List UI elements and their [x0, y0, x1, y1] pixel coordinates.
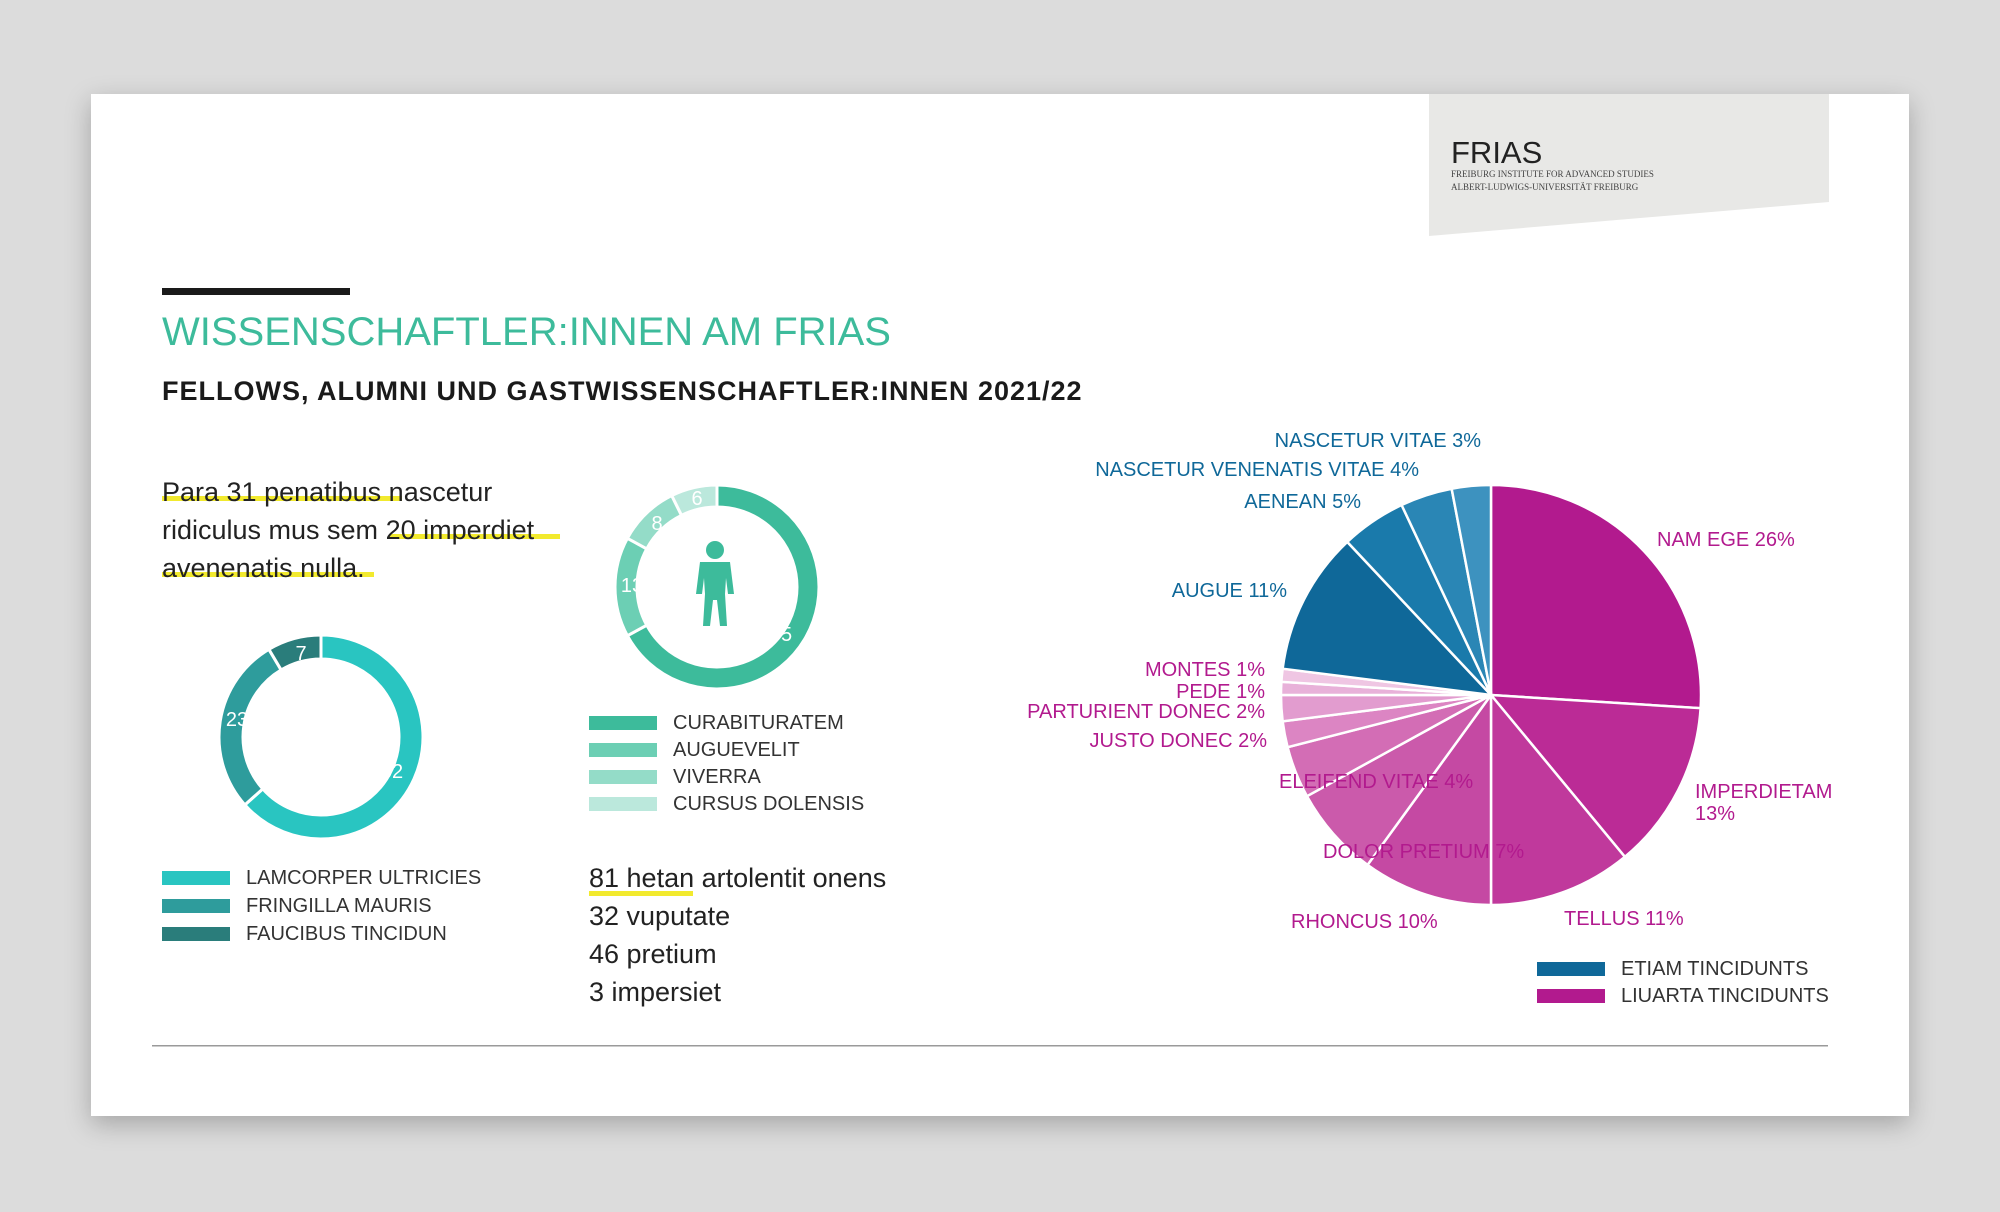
donut-data-label: 8	[651, 513, 662, 535]
donut-data-label: 6	[691, 488, 702, 510]
pie-slice-label: TELLUS 11%	[1564, 908, 1684, 930]
donut-data-label: 52	[381, 761, 403, 783]
donut-data-label: 23	[226, 709, 248, 731]
pie-slice	[1450, 483, 1493, 696]
pie-slice	[1488, 693, 1702, 859]
donut-data-label: 7	[295, 643, 306, 665]
infographic-card: FRIAS FREIBURG INSTITUTE FOR ADVANCED ST…	[91, 94, 1909, 1116]
legend-label: CURABITURATEM	[673, 712, 844, 734]
donut-chart-2: 55 13 8 6	[613, 483, 821, 691]
legend-label: AUGUEVELIT	[673, 739, 800, 761]
donut-1-legend: LAMCORPER ULTRICIES FRINGILLA MAURIS FAUCI…	[162, 867, 481, 945]
pie-slice-label: PEDE 1%	[1176, 681, 1265, 703]
pie-slice-label: IMPERDIETAM	[1695, 781, 1832, 803]
legend-swatch	[1537, 989, 1605, 1003]
logo-line1: FREIBURG INSTITUTE FOR ADVANCED STUDIES	[1451, 169, 1654, 179]
pie-slice-label: NAM EGE 26%	[1657, 529, 1795, 551]
intro-line-3: avenenatis nulla.	[162, 553, 365, 583]
legend-swatch	[589, 797, 657, 811]
donut-segment	[266, 633, 323, 673]
pie-slice-label: NASCETUR VENENATIS VITAE 4%	[1095, 459, 1419, 481]
donut-segment	[242, 633, 425, 841]
person-icon	[696, 541, 734, 626]
donut-data-label: 55	[770, 624, 792, 646]
legend-label: VIVERRA	[673, 766, 761, 788]
legend-swatch	[589, 743, 657, 757]
pie-slice	[1281, 540, 1495, 697]
stat-line-1: 81 hetan artolentit onens	[589, 863, 886, 893]
stat-line-4: 3 impersiet	[589, 977, 722, 1007]
donut-2-legend: CURABITURATEM AUGUEVELIT VIVERRA CURSUS DOL…	[589, 712, 864, 815]
page-title: WISSENSCHAFTLER:INNEN AM FRIAS	[162, 310, 891, 354]
donut-data-label: 13	[621, 575, 643, 597]
pie-chart	[1279, 483, 1703, 907]
header-accent-bar	[162, 288, 350, 295]
pie-slice	[1365, 691, 1493, 907]
pie-slice-label: NASCETUR VITAE 3%	[1275, 430, 1482, 452]
pie-slice-label: JUSTO DONEC 2%	[1090, 730, 1268, 752]
pie-slice-label: PARTURIENT DONEC 2%	[1027, 701, 1265, 723]
infographic-canvas: FRIAS FREIBURG INSTITUTE FOR ADVANCED ST…	[152, 94, 1832, 1047]
intro-line-1: Para 31 penatibus nascetur	[162, 477, 492, 507]
legend-swatch	[162, 899, 230, 913]
pie-slice-label: RHONCUS 10%	[1291, 911, 1438, 933]
highlight-2	[389, 534, 560, 539]
legend-swatch	[589, 770, 657, 784]
pie-chart-legend: ETIAM TINCIDUNTS LIUARTA TINCIDUNTS	[1537, 958, 1829, 1007]
stats-highlight	[589, 891, 693, 896]
highlight-3	[162, 572, 374, 577]
legend-swatch	[589, 716, 657, 730]
intro-line-2: ridiculus mus sem 20 imperdiet	[162, 515, 535, 545]
stat-line-2: 32 vuputate	[589, 901, 730, 931]
legend-swatch	[162, 871, 230, 885]
legend-swatch	[162, 927, 230, 941]
pie-slice-percent: 13%	[1695, 803, 1735, 825]
pie-slice-label: AUGUE 11%	[1172, 580, 1287, 602]
pie-slice	[1489, 691, 1627, 907]
legend-swatch	[1537, 962, 1605, 976]
pie-slice-label: ELEIFEND VITAE 4%	[1279, 771, 1473, 793]
bottom-divider	[152, 1045, 1828, 1047]
donut-segment	[669, 483, 719, 518]
legend-label: FRINGILLA MAURIS	[246, 895, 432, 917]
legend-label: FAUCIBUS TINCIDUN	[246, 923, 447, 945]
pie-slice-label: AENEAN 5%	[1244, 491, 1361, 513]
legend-label: LIUARTA TINCIDUNTS	[1621, 985, 1829, 1007]
logo-line2: ALBERT-LUDWIGS-UNIVERSITÄT FREIBURG	[1451, 182, 1639, 192]
donut-segment	[625, 483, 821, 691]
pie-slice	[1489, 483, 1703, 710]
legend-label: CURSUS DOLENSIS	[673, 793, 864, 815]
logo-wordmark: FRIAS	[1451, 135, 1542, 170]
page-subtitle: FELLOWS, ALUMNI UND GASTWISSENSCHAFTLER:…	[162, 376, 1083, 406]
stat-line-3: 46 pretium	[589, 939, 717, 969]
legend-label: LAMCORPER ULTRICIES	[246, 867, 481, 889]
legend-label: ETIAM TINCIDUNTS	[1621, 958, 1808, 980]
highlight-1	[162, 496, 402, 501]
donut-chart-1: 52 23 7	[217, 633, 425, 841]
pie-slice-label: DOLOR PRETIUM 7%	[1323, 841, 1524, 863]
pie-slice-label: MONTES 1%	[1145, 659, 1265, 681]
logo-panel	[1429, 94, 1829, 236]
